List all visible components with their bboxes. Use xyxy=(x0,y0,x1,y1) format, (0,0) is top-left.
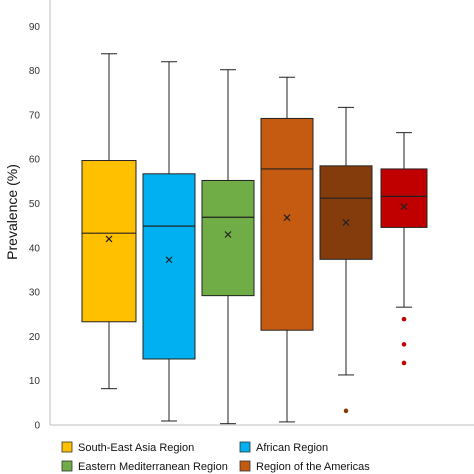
legend-item: Eastern Mediterranean Region xyxy=(61,460,228,473)
box-3 xyxy=(201,69,255,425)
y-tick-label: 90 xyxy=(29,22,41,33)
y-tick-label: 50 xyxy=(29,199,41,210)
boxes-group xyxy=(81,53,428,425)
mean-marker xyxy=(400,203,408,211)
y-tick-label: 30 xyxy=(29,288,41,299)
outlier-point xyxy=(401,360,407,366)
legend: South-East Asia Region African Region East… xyxy=(61,441,370,473)
y-tick-label: 20 xyxy=(29,332,41,343)
box-body xyxy=(81,160,137,323)
legend-swatch xyxy=(61,460,73,472)
box-5 xyxy=(319,106,373,414)
outlier-point xyxy=(401,316,407,322)
box-body xyxy=(142,173,196,360)
mean-marker xyxy=(165,256,173,264)
box-body xyxy=(201,179,255,297)
box-body xyxy=(260,117,314,331)
legend-label: Eastern Mediterranean Region xyxy=(78,461,228,473)
legend-swatch xyxy=(61,441,73,453)
y-tick-label: 40 xyxy=(29,243,41,254)
mean-marker xyxy=(342,219,350,226)
y-tick-label: 80 xyxy=(29,66,41,77)
legend-item: African Region xyxy=(239,441,328,454)
box-6 xyxy=(380,132,428,366)
legend-label: African Region xyxy=(256,442,328,454)
box-1 xyxy=(81,53,137,390)
legend-swatch xyxy=(239,460,251,472)
box-body xyxy=(380,168,428,228)
legend-swatch xyxy=(239,441,251,453)
y-axis-ticks: 0 10 20 30 40 50 60 70 80 90 xyxy=(29,22,41,432)
legend-label: Region of the Americas xyxy=(256,461,370,473)
y-tick-label: 70 xyxy=(29,110,41,121)
box-2 xyxy=(142,61,196,422)
legend-label: South-East Asia Region xyxy=(78,442,194,454)
mean-marker xyxy=(224,231,232,238)
mean-marker xyxy=(105,235,113,243)
y-tick-label: 10 xyxy=(29,376,41,387)
legend-item: Region of the Americas xyxy=(239,460,370,473)
y-axis-title: Prevalence (%) xyxy=(4,164,20,260)
box-4 xyxy=(260,76,314,423)
mean-marker xyxy=(283,214,291,222)
outlier-point xyxy=(401,342,407,347)
box-body xyxy=(319,165,373,260)
y-tick-label: 0 xyxy=(34,421,40,432)
outlier-point xyxy=(343,408,349,414)
legend-item: South-East Asia Region xyxy=(61,441,194,454)
y-tick-label: 60 xyxy=(29,155,41,166)
